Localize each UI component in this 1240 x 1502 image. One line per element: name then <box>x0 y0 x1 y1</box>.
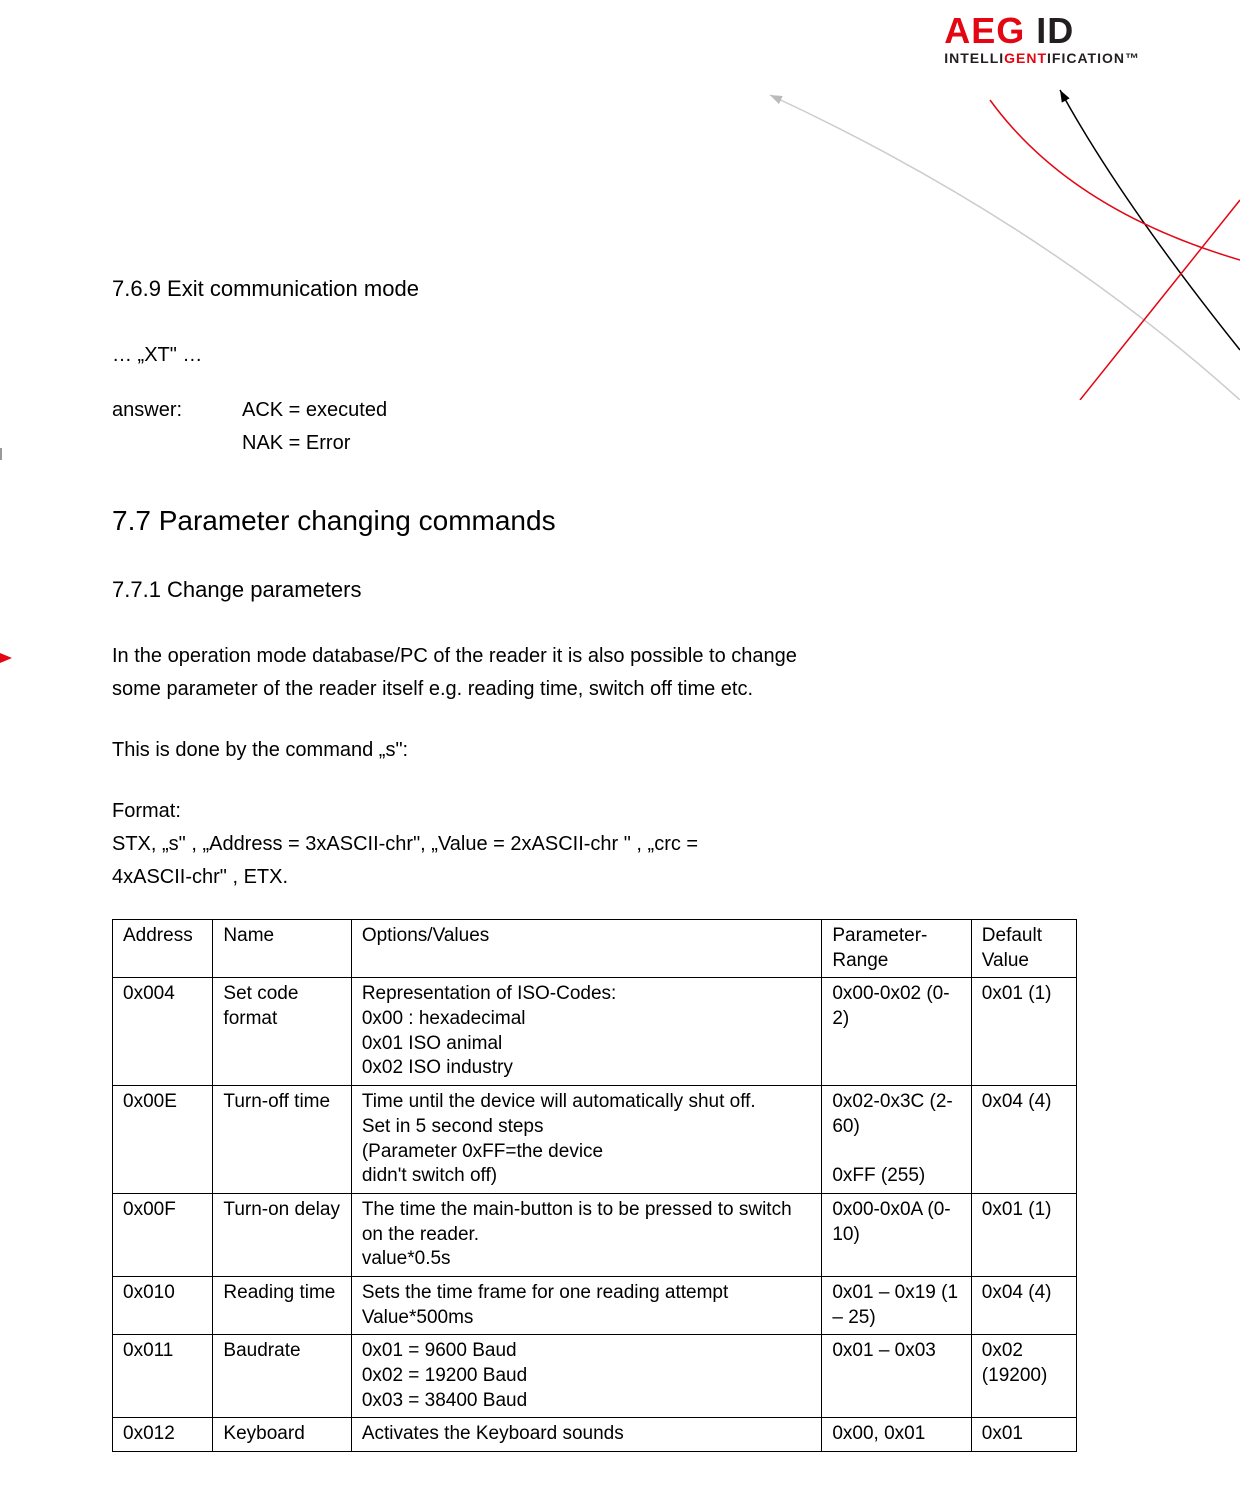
th-options: Options/Values <box>351 920 822 978</box>
cell-default: 0x04 (4) <box>971 1086 1076 1194</box>
cell-options: The time the main-button is to be presse… <box>351 1193 822 1276</box>
cell-default: 0x04 (4) <box>971 1276 1076 1334</box>
heading-77: 7.7 Parameter changing commands <box>112 505 1112 537</box>
para-3a: Format: <box>112 798 1112 825</box>
para-3c: 4xASCII-chr" , ETX. <box>112 864 1112 891</box>
answer-ack: ACK = executed <box>242 399 387 422</box>
cell-name: Set code format <box>213 978 351 1086</box>
logo-tagline: INTELLIGENTIFICATION™ <box>944 50 1140 66</box>
table-row: 0x00FTurn-on delayThe time the main-butt… <box>113 1193 1077 1276</box>
cell-range: 0x00-0x02 (0-2) <box>822 978 971 1086</box>
cell-default: 0x01 (1) <box>971 978 1076 1086</box>
table-row: 0x004Set code formatRepresentation of IS… <box>113 978 1077 1086</box>
table-row: 0x00ETurn-off timeTime until the device … <box>113 1086 1077 1194</box>
cell-name: Reading time <box>213 1276 351 1334</box>
cell-range: 0x01 – 0x03 <box>822 1335 971 1418</box>
parameter-table: Address Name Options/Values Parameter-Ra… <box>112 919 1077 1452</box>
logo-brand-aeg: AEG <box>944 10 1025 51</box>
cell-name: Keyboard <box>213 1418 351 1452</box>
logo-main: AEG ID <box>944 10 1140 52</box>
cell-address: 0x004 <box>113 978 213 1086</box>
answer-label: answer: <box>112 399 242 422</box>
answer-nak: NAK = Error <box>242 432 1112 455</box>
cell-address: 0x012 <box>113 1418 213 1452</box>
th-range: Parameter-Range <box>822 920 971 978</box>
table-body: 0x004Set code formatRepresentation of IS… <box>113 978 1077 1452</box>
th-name: Name <box>213 920 351 978</box>
heading-769: 7.6.9 Exit communication mode <box>112 276 1112 302</box>
heading-771: 7.7.1 Change parameters <box>112 577 1112 603</box>
answer-block: answer: ACK = executed <box>112 399 1112 422</box>
cell-address: 0x00E <box>113 1086 213 1194</box>
page-content: 7.6.9 Exit communication mode … „XT" … a… <box>112 276 1112 1452</box>
table-row: 0x010Reading timeSets the time frame for… <box>113 1276 1077 1334</box>
cell-options: Activates the Keyboard sounds <box>351 1418 822 1452</box>
cell-default: 0x02 (19200) <box>971 1335 1076 1418</box>
table-header-row: Address Name Options/Values Parameter-Ra… <box>113 920 1077 978</box>
cell-options: Time until the device will automatically… <box>351 1086 822 1194</box>
cell-range: 0x00-0x0A (0-10) <box>822 1193 971 1276</box>
logo: AEG ID INTELLIGENTIFICATION™ <box>944 10 1140 66</box>
left-margin-arrow-icon <box>0 653 12 663</box>
para-3b: STX, „s" , „Address = 3xASCII-chr", „Val… <box>112 831 1112 858</box>
cell-address: 0x00F <box>113 1193 213 1276</box>
cmd-xt: … „XT" … <box>112 342 1112 369</box>
para-2: This is done by the command „s": <box>112 737 1112 764</box>
cell-options: Sets the time frame for one reading atte… <box>351 1276 822 1334</box>
para-1b: some parameter of the reader itself e.g.… <box>112 676 1112 703</box>
cell-options: 0x01 = 9600 Baud 0x02 = 19200 Baud 0x03 … <box>351 1335 822 1418</box>
th-address: Address <box>113 920 213 978</box>
cell-range: 0x02-0x3C (2-60) 0xFF (255) <box>822 1086 971 1194</box>
cell-name: Baudrate <box>213 1335 351 1418</box>
cell-address: 0x010 <box>113 1276 213 1334</box>
cell-range: 0x00, 0x01 <box>822 1418 971 1452</box>
cell-default: 0x01 <box>971 1418 1076 1452</box>
th-default: Default Value <box>971 920 1076 978</box>
logo-brand-id: ID <box>1036 10 1074 51</box>
cell-range: 0x01 – 0x19 (1 – 25) <box>822 1276 971 1334</box>
cell-name: Turn-on delay <box>213 1193 351 1276</box>
para-1a: In the operation mode database/PC of the… <box>112 643 1112 670</box>
left-margin-mark <box>0 448 2 460</box>
cell-default: 0x01 (1) <box>971 1193 1076 1276</box>
table-row: 0x011Baudrate0x01 = 9600 Baud 0x02 = 192… <box>113 1335 1077 1418</box>
table-row: 0x012KeyboardActivates the Keyboard soun… <box>113 1418 1077 1452</box>
cell-name: Turn-off time <box>213 1086 351 1194</box>
cell-address: 0x011 <box>113 1335 213 1418</box>
cell-options: Representation of ISO-Codes: 0x00 : hexa… <box>351 978 822 1086</box>
